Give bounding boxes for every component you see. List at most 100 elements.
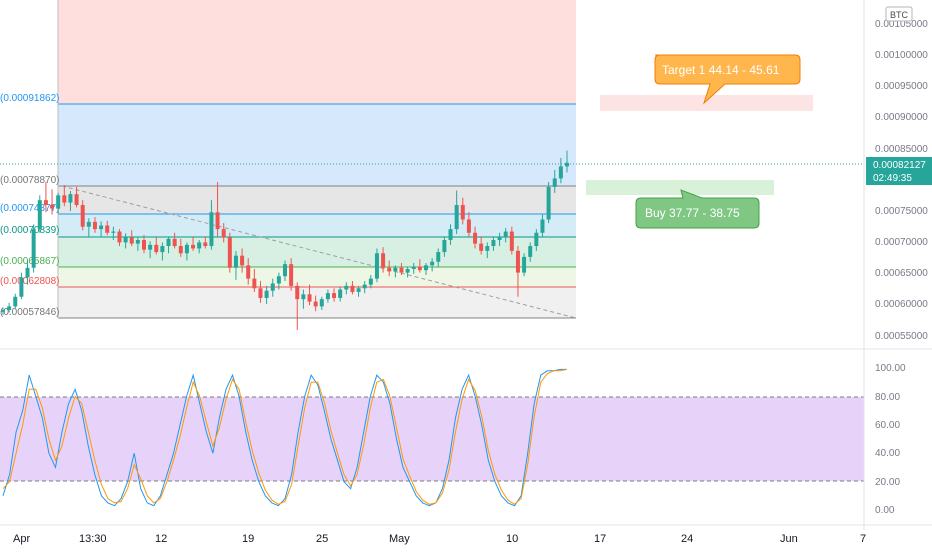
candle-body xyxy=(123,237,128,243)
candle-body xyxy=(491,240,496,247)
currency-badge[interactable] xyxy=(885,6,913,22)
candle-body xyxy=(479,243,484,251)
candle-body xyxy=(313,301,318,307)
stoch-tick: 80.00 xyxy=(875,392,900,403)
buy-callout[interactable]: Buy 37.77 - 38.75 xyxy=(635,189,760,229)
candle-body xyxy=(160,246,165,253)
candle-body xyxy=(209,212,214,247)
candle-body xyxy=(424,265,428,271)
candle-body xyxy=(350,285,355,292)
candle-body xyxy=(111,231,116,233)
stoch-tick: 20.00 xyxy=(875,477,900,488)
candle-body xyxy=(332,293,337,298)
time-tick: 10 xyxy=(506,533,518,545)
candle-body xyxy=(37,200,42,230)
buy-callout-text: Buy 37.77 - 38.75 xyxy=(645,206,740,220)
fib-label-3: (0.00070839) xyxy=(0,225,60,236)
candle-body xyxy=(240,255,245,266)
price-tick: 0.00070000 xyxy=(875,237,928,248)
candle-body xyxy=(430,261,435,266)
candle-body xyxy=(485,246,490,251)
price-tick: 0.00095000 xyxy=(875,81,928,92)
fib-zones xyxy=(57,0,576,319)
candle-body xyxy=(509,231,514,251)
candle-body xyxy=(515,250,520,273)
candle-body xyxy=(135,240,140,244)
candle-body xyxy=(105,225,110,233)
price-tick: 0.00100000 xyxy=(875,50,928,61)
time-tick: 19 xyxy=(242,533,254,545)
candle-body xyxy=(31,229,36,268)
candle-body xyxy=(276,276,281,284)
candle-body xyxy=(558,166,563,179)
candle-body xyxy=(448,229,453,241)
candle-body xyxy=(154,244,159,253)
stoch-band xyxy=(0,397,864,481)
candle-body xyxy=(62,195,67,203)
candle-body xyxy=(454,204,459,230)
candle-body xyxy=(86,221,91,227)
target-callout[interactable]: Target 1 44.14 - 45.61 xyxy=(654,54,801,105)
candle-body xyxy=(148,244,153,250)
stoch-axis: 100.00 80.00 60.00 40.00 20.00 0.00 xyxy=(875,363,906,516)
candle-body xyxy=(436,252,441,262)
candle-body xyxy=(411,266,416,269)
fib-label-2: (0.00074377) xyxy=(0,203,60,214)
candle-body xyxy=(374,253,379,279)
candle-body xyxy=(172,238,177,247)
candle-body xyxy=(565,162,569,167)
candle-body xyxy=(368,278,373,285)
candle-body xyxy=(319,299,324,307)
candle-body xyxy=(264,290,269,298)
fib-label-1: (0.00078870) xyxy=(0,175,60,186)
price-tick: 0.00060000 xyxy=(875,299,928,310)
candle-body xyxy=(528,246,533,257)
candle-body xyxy=(460,204,465,220)
fib-zone-green xyxy=(58,237,576,267)
target-zone xyxy=(600,95,813,111)
buy-zone xyxy=(586,180,774,195)
candle-body xyxy=(387,267,392,272)
candle-body xyxy=(178,246,183,254)
candle-body xyxy=(252,278,257,289)
candle-body xyxy=(117,231,122,243)
time-tick: 25 xyxy=(316,533,328,545)
candle-body xyxy=(522,256,527,273)
candle-body xyxy=(142,240,146,250)
price-tick: 0.00090000 xyxy=(875,112,928,123)
candle-body xyxy=(7,306,12,311)
candle-body xyxy=(184,244,189,254)
last-price-value: 0.00082127 xyxy=(873,160,926,171)
target-callout-text: Target 1 44.14 - 45.61 xyxy=(662,63,780,77)
candle-body xyxy=(466,219,471,233)
candle-body xyxy=(270,283,275,291)
fib-label-4: (0.00065867) xyxy=(0,256,60,267)
time-tick: 7 xyxy=(860,533,866,545)
candle-body xyxy=(338,289,343,298)
candle-body xyxy=(534,232,539,247)
price-tick: 0.00105000 xyxy=(875,19,928,30)
candle-body xyxy=(289,264,294,286)
candle-body xyxy=(325,293,330,300)
candle-body xyxy=(13,296,18,307)
stoch-tick: 40.00 xyxy=(875,448,900,459)
candle-body xyxy=(227,237,232,268)
candle-body xyxy=(1,310,5,312)
price-tick: 0.00085000 xyxy=(875,144,928,155)
stoch-lines xyxy=(2,368,568,507)
time-tick: Jun xyxy=(780,533,798,545)
candle-body xyxy=(381,253,386,268)
candle-body xyxy=(197,242,202,249)
candle-body xyxy=(56,195,61,209)
trend-line xyxy=(61,185,577,319)
candle-body xyxy=(25,267,30,278)
candle-body xyxy=(43,200,48,205)
fib-label-0: (0.00091862) xyxy=(0,93,60,104)
price-tick: 0.00055000 xyxy=(875,331,928,342)
candle-body xyxy=(233,255,238,268)
candle-body xyxy=(283,264,287,277)
fib-zone-cyan xyxy=(58,214,576,237)
fib-label-6: (0.00057846) xyxy=(0,307,60,318)
